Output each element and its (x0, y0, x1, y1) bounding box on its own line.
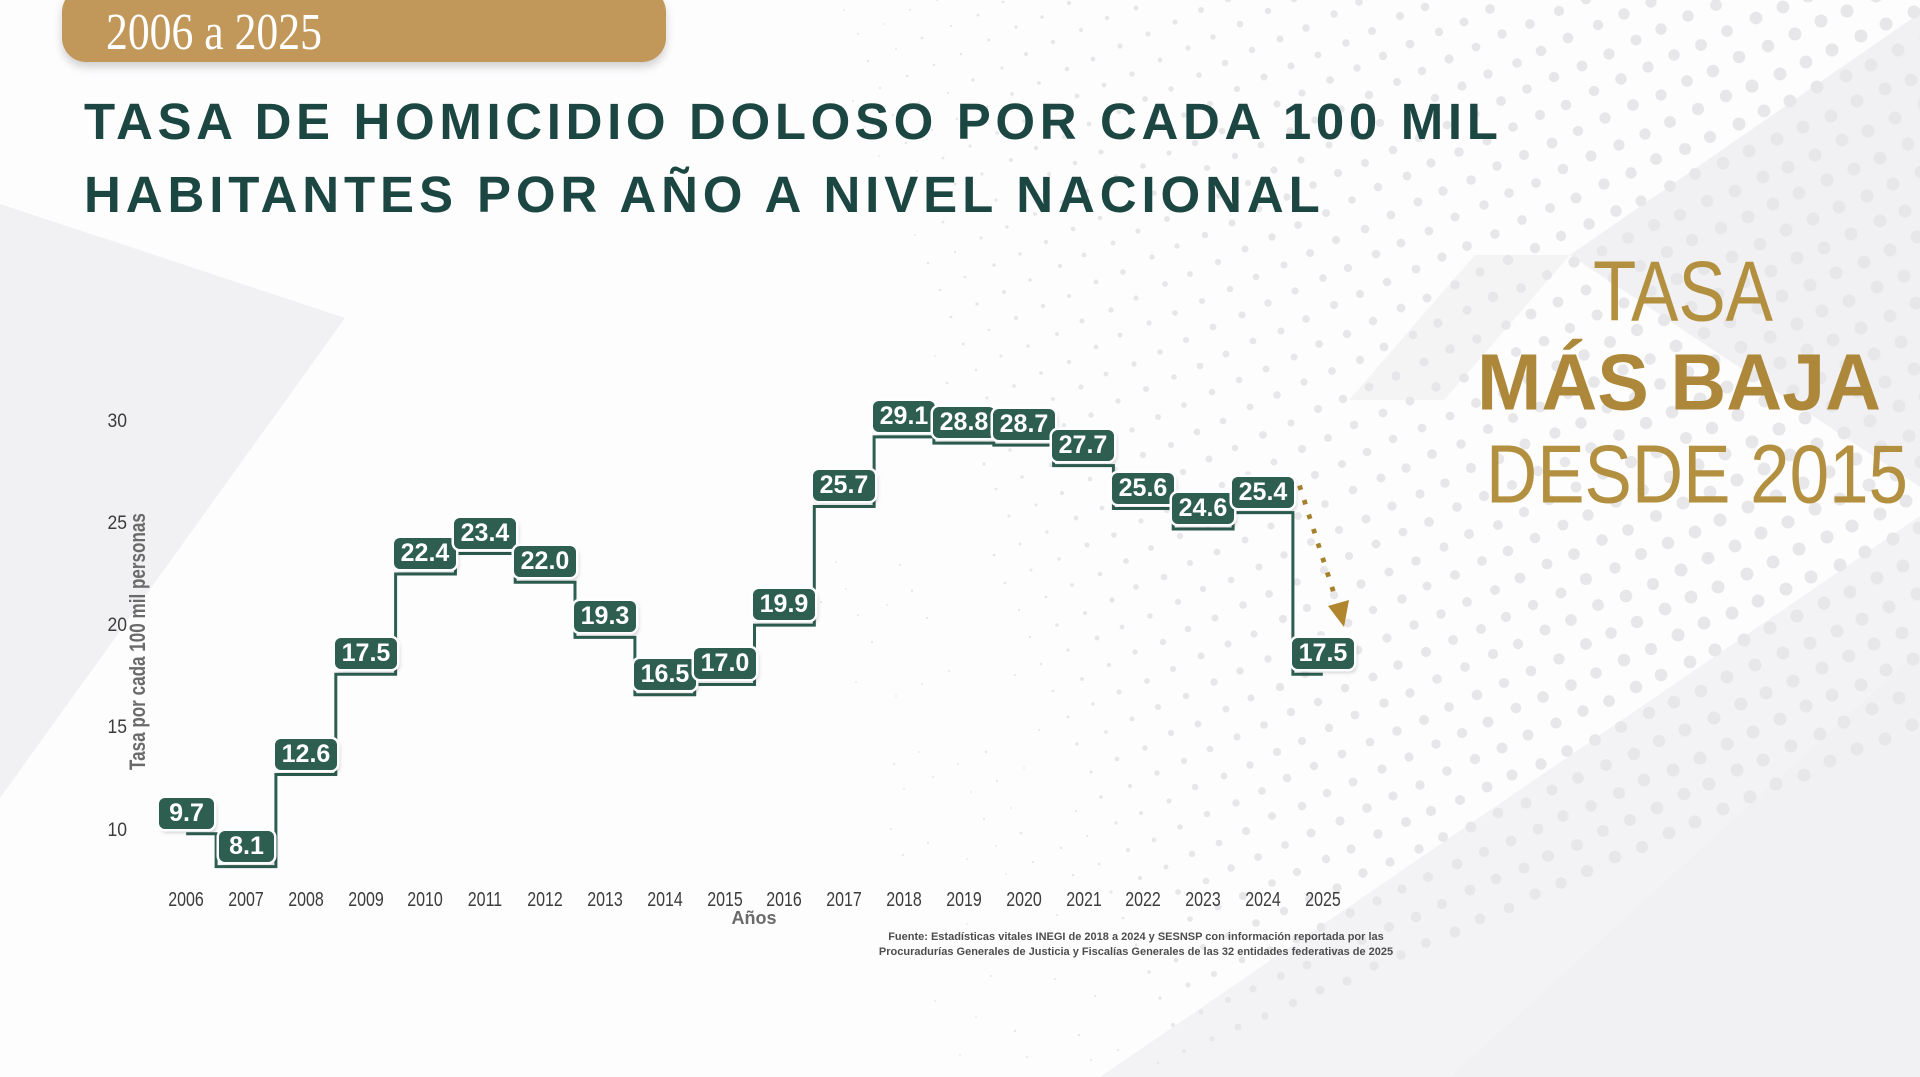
svg-text:DESDE 2015: DESDE 2015 (1486, 428, 1908, 521)
svg-text:Tasa por cada 100 mil personas: Tasa por cada 100 mil personas (125, 513, 150, 770)
svg-text:TASA: TASA (1593, 245, 1773, 340)
svg-text:MÁS BAJA: MÁS BAJA (1477, 338, 1881, 427)
